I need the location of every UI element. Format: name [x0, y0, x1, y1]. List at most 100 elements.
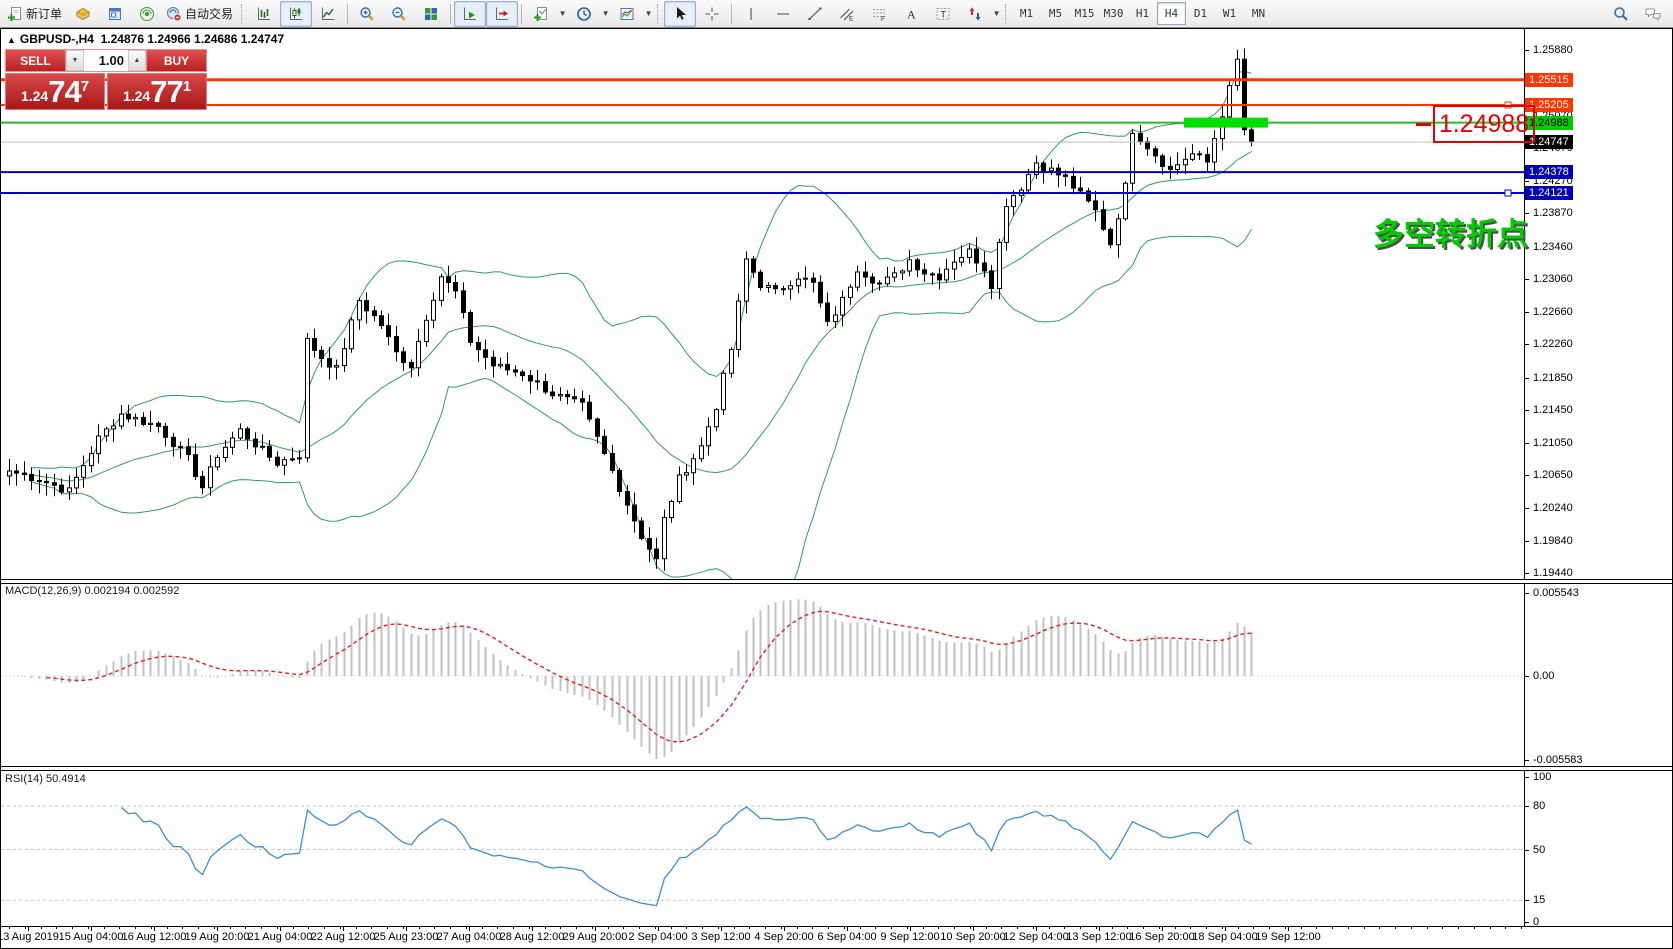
time-minor-tick: [308, 927, 310, 929]
auto-scroll-button[interactable]: [454, 0, 487, 27]
buy-button[interactable]: BUY: [146, 49, 207, 72]
bear-candle: [863, 271, 868, 278]
bear-candle: [1108, 228, 1113, 246]
indicators-button[interactable]: [525, 1, 557, 27]
time-major-tick: [154, 927, 155, 931]
signals-button[interactable]: [131, 1, 163, 27]
templates-icon: [620, 7, 634, 20]
candlestick-chart-button[interactable]: [280, 0, 313, 27]
panel-divider[interactable]: [1, 766, 1672, 771]
volume-input[interactable]: 1.00: [98, 53, 124, 68]
time-minor-tick: [654, 927, 656, 929]
bear-candle: [580, 398, 585, 403]
timeframe-h1[interactable]: H1: [1135, 7, 1150, 20]
timeframe-m5[interactable]: M5: [1048, 7, 1063, 20]
time-minor-tick: [686, 927, 688, 929]
volume-increase-button[interactable]: ▲: [128, 50, 146, 71]
sell-price[interactable]: 1.24 74 7: [5, 73, 105, 110]
timeframe-m1[interactable]: M1: [1019, 7, 1034, 20]
buy-price[interactable]: 1.24 77 1: [107, 73, 207, 110]
bull-candle: [89, 453, 94, 467]
time-minor-tick: [339, 927, 341, 929]
bull-candle: [282, 459, 287, 466]
timeframe-w1[interactable]: W1: [1222, 7, 1237, 20]
arrows-button[interactable]: [959, 1, 991, 27]
bear-candle: [513, 369, 518, 373]
price-tick-label: 1.22660: [1533, 305, 1573, 318]
panel-divider[interactable]: [1, 579, 1672, 584]
zoom-in-button[interactable]: [351, 1, 383, 27]
timeframe-d1[interactable]: D1: [1193, 7, 1208, 20]
indicators-dropdown-arrow[interactable]: ▼: [558, 9, 567, 18]
time-major-tick: [1288, 927, 1289, 931]
price-annotation-box[interactable]: 1.24988: [1433, 105, 1535, 143]
chat-button[interactable]: [1637, 1, 1669, 27]
horizontal-line-button[interactable]: [767, 1, 799, 27]
clock-icon: [577, 6, 591, 21]
bear-candle: [937, 273, 942, 281]
price-level-badge: 1.25205: [1525, 97, 1573, 112]
quotes-button[interactable]: [67, 1, 99, 27]
svg-text:T: T: [941, 9, 947, 19]
time-minor-tick: [245, 927, 247, 929]
highlight-trend-segment[interactable]: [1184, 117, 1268, 128]
fibonacci-icon: F: [873, 8, 886, 22]
level-line-handle[interactable]: [1504, 101, 1512, 109]
bear-candle: [401, 351, 406, 363]
vertical-line-button[interactable]: [735, 1, 767, 27]
volume-decrease-button[interactable]: ▼: [66, 50, 84, 71]
cursor-button[interactable]: [664, 0, 697, 27]
time-major-tick: [1036, 927, 1037, 931]
templates-button[interactable]: [611, 1, 643, 27]
level-line-handle[interactable]: [1504, 189, 1512, 197]
price-tick-mark: [1524, 344, 1529, 346]
turning-point-annotation[interactable]: 多空转折点: [1373, 217, 1528, 252]
crosshair-button[interactable]: [696, 1, 728, 27]
periods-dropdown-arrow[interactable]: ▼: [601, 9, 610, 18]
collapse-arrow-icon[interactable]: ▲: [7, 35, 16, 45]
tile-windows-icon: [425, 7, 438, 20]
templates-dropdown-arrow[interactable]: ▼: [644, 9, 653, 18]
search-button[interactable]: [1605, 1, 1637, 27]
timeframe-mn[interactable]: MN: [1251, 7, 1266, 20]
time-major-tick: [469, 927, 470, 931]
time-minor-tick: [528, 927, 530, 929]
new-order-button[interactable]: 新订单: [4, 1, 67, 27]
fibonacci-button[interactable]: F: [863, 1, 895, 27]
bull-candle: [1235, 58, 1240, 86]
text-button[interactable]: A: [895, 1, 927, 27]
sell-button[interactable]: SELL: [5, 49, 66, 72]
time-axis-label: 13 Aug 2019: [0, 931, 59, 943]
bear-candle: [319, 349, 324, 359]
bear-candle: [535, 380, 540, 383]
crosshair-icon: [705, 7, 719, 20]
periods-button[interactable]: [568, 1, 600, 27]
autotrading-button[interactable]: 自动交易: [163, 1, 238, 27]
time-minor-tick: [481, 927, 483, 929]
bar-chart-button[interactable]: [248, 1, 280, 27]
bull-candle: [1026, 174, 1031, 191]
bear-candle: [647, 538, 652, 550]
time-minor-tick: [1284, 927, 1286, 929]
chart-shift-button[interactable]: [486, 0, 519, 27]
bear-candle: [572, 396, 577, 400]
time-minor-tick: [1521, 927, 1522, 929]
bear-candle: [483, 349, 488, 358]
timeframe-h4[interactable]: H4: [1157, 2, 1187, 25]
timeframe-m30[interactable]: M30: [1103, 7, 1124, 20]
bull-candle: [238, 428, 243, 439]
tile-windows-button[interactable]: [415, 1, 447, 27]
navigator-button[interactable]: [99, 1, 131, 27]
trendline-button[interactable]: [799, 1, 831, 27]
price-level-badge: 1.24747: [1525, 135, 1573, 150]
text-label-button[interactable]: T: [927, 1, 959, 27]
bear-candle: [825, 302, 830, 322]
zoom-out-button[interactable]: [383, 1, 415, 27]
arrows-dropdown-arrow[interactable]: ▼: [992, 9, 1001, 18]
line-chart-button[interactable]: [312, 1, 344, 27]
price-tick-mark: [1524, 540, 1529, 542]
channel-button[interactable]: E: [831, 1, 863, 27]
time-minor-tick: [576, 927, 577, 929]
timeframe-m15[interactable]: M15: [1074, 7, 1095, 20]
sell-price-big: 74: [48, 74, 81, 109]
